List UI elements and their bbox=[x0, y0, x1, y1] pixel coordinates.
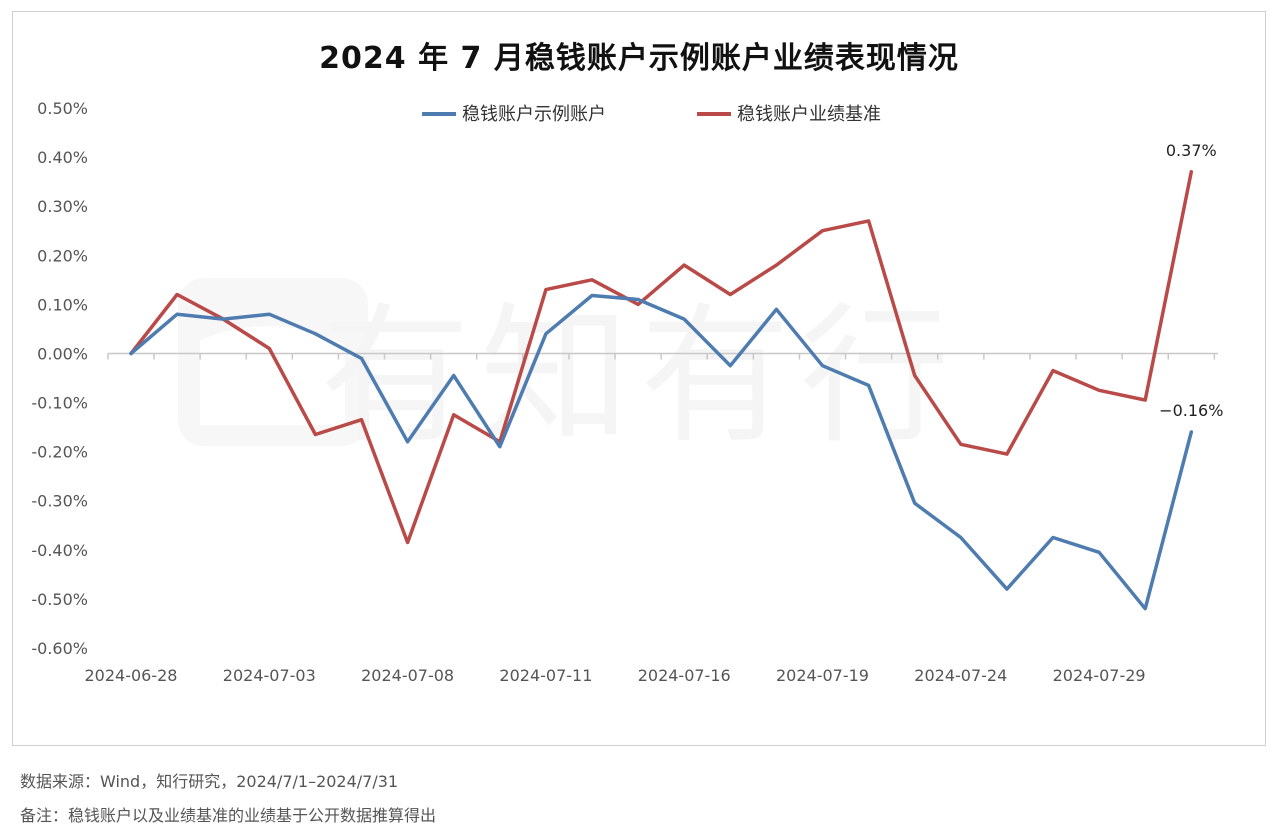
x-tick-label: 2024-07-11 bbox=[499, 666, 592, 685]
data-label: 0.37% bbox=[1166, 141, 1217, 160]
chart-frame bbox=[12, 11, 1266, 746]
x-tick-label: 2024-07-03 bbox=[223, 666, 316, 685]
y-tick-label: 0.30% bbox=[37, 197, 88, 216]
legend-label: 稳钱账户示例账户 bbox=[462, 104, 606, 125]
annotations: 0.37% −0.16% bbox=[1159, 141, 1223, 420]
y-tick-label: -0.60% bbox=[31, 639, 88, 658]
series-line-0 bbox=[129, 293, 1194, 611]
x-tick-label: 2024-07-24 bbox=[914, 666, 1007, 685]
svg-text:有知有行: 有知有行 bbox=[320, 290, 960, 464]
series-lines bbox=[129, 170, 1194, 611]
x-tick-label: 2024-06-28 bbox=[85, 666, 178, 685]
y-tick-label: -0.40% bbox=[31, 541, 88, 560]
x-tick-label: 2024-07-19 bbox=[776, 666, 869, 685]
legend: 稳钱账户示例账户 稳钱账户业绩基准 bbox=[422, 104, 881, 125]
x-tick-label: 2024-07-29 bbox=[1053, 666, 1146, 685]
y-tick-label: -0.50% bbox=[31, 590, 88, 609]
data-label: −0.16% bbox=[1159, 401, 1223, 420]
x-tick-label: 2024-07-08 bbox=[361, 666, 454, 685]
footer-note: 备注：稳钱账户以及业绩基准的业绩基于公开数据推算得出 bbox=[20, 806, 437, 825]
y-tick-label: 0.00% bbox=[37, 344, 88, 363]
chart-title: 2024 年 7 月稳钱账户示例账户业绩表现情况 bbox=[319, 41, 959, 76]
y-tick-label: -0.30% bbox=[31, 492, 88, 511]
series-line-1 bbox=[129, 170, 1194, 545]
x-tick-label: 2024-07-16 bbox=[638, 666, 731, 685]
y-tick-label: -0.20% bbox=[31, 443, 88, 462]
y-tick-label: 0.50% bbox=[37, 99, 88, 118]
y-tick-label: 0.10% bbox=[37, 295, 88, 314]
footer-source: 数据来源：Wind，知行研究，2024/7/1–2024/7/31 bbox=[20, 772, 399, 791]
y-axis: 0.50% 0.40% 0.30% 0.20% 0.10% 0.00% -0.10% -0.2… bbox=[31, 99, 88, 658]
y-tick-label: 0.20% bbox=[37, 246, 88, 265]
y-tick-label: 0.40% bbox=[37, 148, 88, 167]
y-tick-label: -0.10% bbox=[31, 394, 88, 413]
legend-label: 稳钱账户业绩基准 bbox=[737, 104, 881, 125]
x-axis: 2024-06-28 2024-07-03 2024-07-08 2024-07-11… bbox=[85, 353, 1216, 685]
watermark: 有知有行 bbox=[178, 278, 960, 464]
